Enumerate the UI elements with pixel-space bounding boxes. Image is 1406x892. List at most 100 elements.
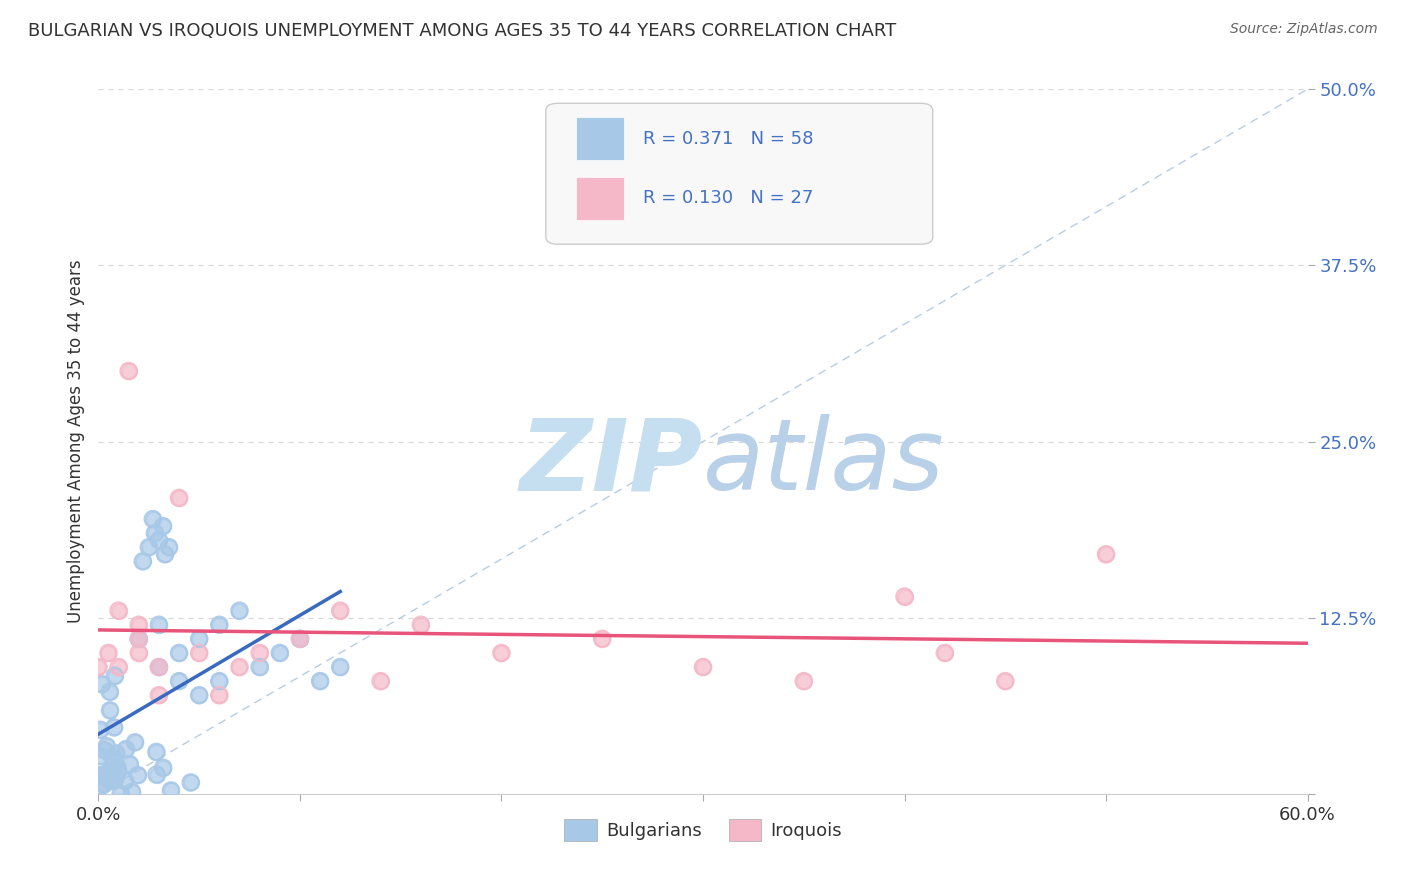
Point: [110, 787, 132, 801]
Point: [98, 703, 121, 717]
Point: [893, 590, 915, 604]
Point: [89, 723, 111, 737]
Point: [87, 768, 110, 782]
Point: [98, 703, 121, 717]
Point: [167, 491, 190, 505]
Point: [152, 519, 174, 533]
Point: [98, 764, 121, 779]
Point: [180, 775, 202, 789]
Point: [370, 674, 392, 689]
Point: [96, 739, 118, 754]
Point: [89, 749, 111, 764]
Point: [107, 604, 129, 618]
Point: [114, 773, 136, 788]
Point: [128, 646, 150, 660]
Point: [104, 772, 127, 786]
Text: atlas: atlas: [703, 414, 945, 511]
Point: [87, 768, 110, 782]
Point: [249, 660, 271, 674]
Point: [309, 674, 332, 689]
Point: [188, 688, 211, 702]
Point: [309, 674, 332, 689]
FancyBboxPatch shape: [576, 178, 624, 219]
Point: [167, 674, 190, 689]
Point: [692, 660, 714, 674]
Point: [121, 785, 143, 799]
Point: [138, 541, 160, 555]
Point: [288, 632, 311, 646]
Point: [104, 772, 127, 786]
Point: [157, 541, 180, 555]
Point: [89, 723, 111, 737]
Point: [145, 767, 167, 781]
Point: [128, 632, 150, 646]
Point: [94, 771, 117, 785]
Point: [180, 775, 202, 789]
Point: [115, 742, 138, 756]
Point: [105, 765, 128, 780]
Point: [101, 773, 124, 788]
Point: [93, 767, 115, 781]
Point: [90, 677, 112, 691]
Point: [249, 646, 271, 660]
Point: [143, 526, 166, 541]
Point: [142, 512, 165, 526]
Point: [97, 646, 120, 660]
Point: [87, 660, 110, 674]
Point: [228, 604, 250, 618]
Point: [93, 777, 115, 791]
Point: [228, 660, 250, 674]
Point: [208, 688, 231, 702]
Point: [145, 767, 167, 781]
Point: [329, 660, 352, 674]
Point: [127, 768, 149, 782]
Point: [148, 660, 170, 674]
Point: [329, 604, 352, 618]
Point: [104, 765, 127, 780]
Point: [101, 751, 124, 765]
Point: [103, 720, 125, 734]
Point: [138, 541, 160, 555]
Point: [145, 745, 167, 759]
Point: [208, 674, 231, 689]
Point: [160, 783, 183, 797]
Point: [103, 756, 125, 770]
Text: R = 0.130   N = 27: R = 0.130 N = 27: [643, 189, 813, 208]
Point: [153, 547, 176, 561]
FancyBboxPatch shape: [546, 103, 932, 244]
Point: [208, 674, 231, 689]
Point: [288, 632, 311, 646]
Point: [288, 632, 311, 646]
Point: [105, 747, 128, 761]
Point: [148, 617, 170, 632]
Point: [118, 364, 141, 378]
Point: [110, 787, 132, 801]
Point: [98, 764, 121, 779]
Point: [94, 743, 117, 757]
Point: [934, 646, 956, 660]
Point: [370, 674, 392, 689]
Point: [591, 632, 613, 646]
Point: [89, 780, 111, 794]
Point: [96, 739, 118, 754]
Text: ZIP: ZIP: [520, 414, 703, 511]
Point: [128, 646, 150, 660]
Point: [121, 785, 143, 799]
Point: [167, 674, 190, 689]
Point: [208, 617, 231, 632]
Point: [93, 767, 115, 781]
Point: [127, 768, 149, 782]
Point: [107, 604, 129, 618]
Point: [105, 765, 128, 780]
Point: [103, 720, 125, 734]
Point: [167, 646, 190, 660]
Point: [409, 617, 432, 632]
Point: [98, 684, 121, 698]
Point: [269, 646, 291, 660]
Point: [994, 674, 1017, 689]
Point: [115, 742, 138, 756]
Point: [491, 646, 513, 660]
Point: [107, 761, 129, 775]
Point: [148, 660, 170, 674]
Point: [124, 735, 146, 749]
